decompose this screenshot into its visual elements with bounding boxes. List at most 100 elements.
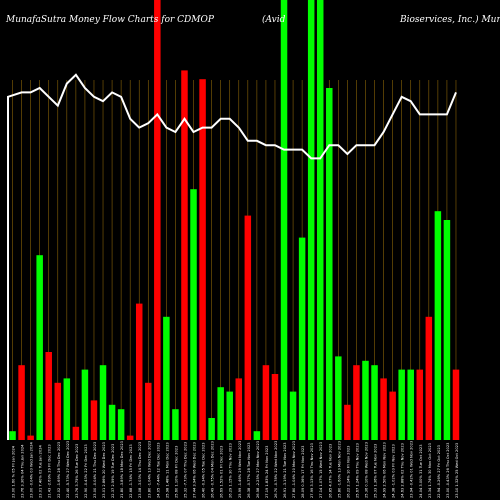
x-tick-label: 23.00 1.60 % 05 Fri Jan 2024: [12, 445, 16, 498]
x-tick-label: 26.91 -3.19% 21 Tue Nov 2023: [283, 442, 287, 498]
bar: [63, 378, 71, 440]
bar: [407, 369, 414, 440]
bar: [253, 431, 261, 440]
x-tick-label: 24.38 -1.02% 03 Fri Nov 2023: [392, 444, 396, 498]
bar: [190, 189, 197, 440]
bar: [18, 365, 25, 440]
bar: [54, 382, 62, 440]
x-tick-label: 26.29 1.15% 30 Thu Nov 2023: [229, 443, 233, 498]
x-tick-label: 23.00 -0.04% 21 Thu Dec 2023: [93, 442, 97, 498]
bar: [307, 0, 315, 440]
chart-title-company-part1: (Avid: [262, 15, 286, 25]
bar: [389, 391, 396, 440]
x-tick-label: 22.37 2.59% 19 Tue Dec 2023: [111, 444, 115, 498]
bar: [280, 0, 288, 440]
x-tick-label: 25.80 -1.60% 13 Mon Nov 2023: [337, 441, 341, 498]
bar: [335, 356, 342, 440]
bar: [135, 303, 143, 440]
x-tick-label: 23.34 1.74% 30 Mon Oct 2023: [428, 443, 432, 498]
x-tick-label: 23.94 -0.42% 01 Wed Nov 2023: [410, 441, 414, 498]
bar: [90, 400, 98, 440]
line-layer: [7, 73, 457, 440]
x-tick-label: 25.33 1.36% 07 Tue Nov 2023: [374, 444, 378, 498]
x-tick-label: 23.76 3.30% 04 Thu Jan 2024: [21, 444, 25, 498]
x-tick-label: 27.80 -1.04% 20 Mon Nov 2023: [292, 441, 296, 498]
bar: [99, 365, 107, 440]
bar: [181, 70, 188, 441]
x-tick-label: 23.08 -3.03% 14 Thu Dec 2023: [138, 442, 142, 498]
bar: [226, 391, 233, 440]
labels-layer: 23.00 1.60 % 05 Fri Jan 2024 23.76 3.30% …: [12, 441, 459, 498]
bar: [208, 418, 215, 440]
x-tick-label: 28.09 0.36% 17 Fri Nov 2023: [301, 446, 305, 498]
bar: [443, 220, 451, 440]
bar: [416, 369, 424, 440]
bar: [298, 237, 306, 440]
bar: [27, 435, 34, 440]
bar: [434, 211, 442, 440]
x-tick-label: 25.98 1.48% 11 Mon Dec 2023: [165, 442, 169, 498]
x-tick-label: 23.01 2.86% 20 Wed Dec 2023: [102, 442, 106, 498]
bar: [289, 391, 297, 440]
x-tick-label: 25.36 0.10% 08 Wed Nov 2023: [364, 442, 368, 498]
bar: [425, 316, 433, 440]
x-tick-label: 23.80 -1.04% 13 Wed Dec 2023: [147, 441, 151, 498]
bar: [316, 0, 324, 440]
bar: [344, 404, 351, 440]
x-tick-label: 25.32 -7.73% 07 Thu Dec 2023: [183, 442, 187, 498]
bar: [199, 79, 206, 440]
x-tick-label: 25.67 1.24% 09 Thu Nov 2023: [355, 443, 359, 498]
x-tick-label: 27.99 3.13% 16 Thu Nov 2023: [310, 443, 314, 498]
x-tick-label: 24.63 2.88% 02 Thu Nov 2023: [401, 443, 405, 498]
x-tick-label: 27.19 1.83% 24 Fri Nov 2023: [265, 446, 269, 498]
bar: [244, 215, 252, 440]
x-tick-label: 27.14 1.07% 15 Wed Nov 2023: [319, 442, 323, 498]
bar: [81, 369, 89, 440]
bar: [45, 352, 52, 440]
x-tick-label: 26.38 -0.77% 28 Tue Nov 2023: [247, 442, 251, 498]
x-tick-label: 23.10 1.32% 25 Wed Oct 2023: [455, 443, 459, 498]
x-tick-label: 27.44 3.94% 06 Wed Dec 2023: [193, 442, 197, 498]
x-tick-label: 22.68 -1.74% 15 Fri Dec 2023: [129, 444, 133, 498]
bar: [398, 369, 405, 440]
bars-layer: [9, 0, 460, 441]
bar: [262, 365, 270, 440]
bar: [271, 374, 279, 440]
x-tick-label: 25.99 -1.46% 29 Wed Nov 2023: [238, 441, 242, 498]
chart-title-company-part2: Bioservices, Inc.) MunafaSutra.com: [400, 15, 500, 25]
x-tick-label: 21.80 -3.89% 18 Mon Dec 2023: [120, 441, 124, 498]
x-tick-label: 26.22 2.14% 10 Fri Nov 2023: [346, 446, 350, 498]
bar: [326, 88, 333, 440]
x-tick-label: 26.58 -2.25% 27 Mon Nov 2023: [256, 441, 260, 498]
x-tick-label: 22.40 -5.73% 27 Wed Dec 2023: [66, 441, 70, 498]
bar: [117, 409, 125, 440]
bar: [145, 382, 152, 440]
x-tick-label: 23.00 -0.04% 03 Wed Jan 2024: [30, 441, 34, 498]
x-tick-label: 23.00 -0.43% 26 Thu Oct 2023: [446, 443, 450, 498]
bar: [163, 316, 170, 440]
x-tick-label: 23.01 7.40% 02 Tue Jan 2024: [39, 444, 43, 498]
chart-title: MunafaSutra Money Flow Charts for CDMOP: [6, 15, 214, 25]
bar: [371, 365, 378, 440]
bar: [353, 365, 360, 440]
x-tick-label: 26.40 -0.34% 05 Tue Dec 2023: [202, 442, 206, 498]
x-tick-label: 22.94 -0.26% 27 Fri Oct 2023: [437, 445, 441, 498]
x-tick-label: 26.85 4.07% 14 Tue Nov 2023: [328, 444, 332, 498]
x-tick-label: 21.43 -2.69% 29 Fri Dec 2023: [48, 444, 52, 498]
x-tick-label: 22.90 -0.43% 22 Fri Dec 2023: [84, 444, 88, 498]
x-tick-label: 26.69 1.52% 01 Fri Dec 2023: [220, 446, 224, 498]
x-tick-label: 24.05 -7.44% 12 Tue Dec 2023: [156, 442, 160, 498]
bar: [9, 431, 16, 440]
grid-layer: [12, 80, 457, 440]
bar: [452, 369, 460, 440]
bar: [108, 404, 116, 440]
x-tick-label: 26.49 -0.75% 04 Mon Dec 2023: [211, 441, 215, 498]
bar: [126, 435, 134, 440]
bar: [154, 0, 161, 440]
line-series: [7, 73, 457, 440]
bar: [380, 378, 387, 440]
bar: [217, 387, 224, 440]
x-tick-label: 26.70 -0.78% 22 Wed Nov 2023: [274, 441, 278, 498]
